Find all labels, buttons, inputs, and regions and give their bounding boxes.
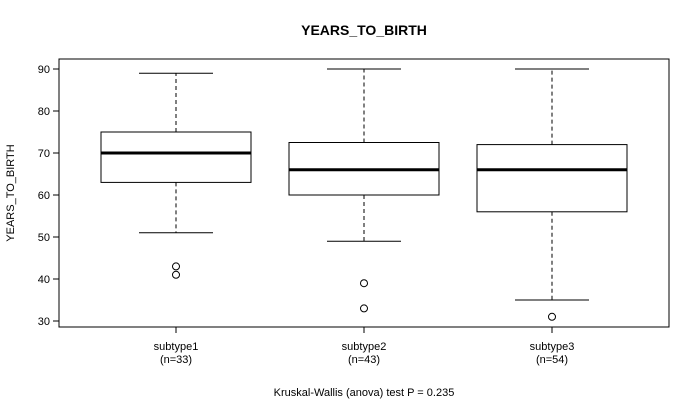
subtype2-outlier-0 — [360, 279, 368, 288]
y-tick-label-80: 80 — [38, 106, 50, 118]
category-label-subtype1: subtype1 — [154, 341, 199, 353]
y-tick-label-90: 90 — [38, 64, 50, 76]
test-result-footer: Kruskal-Wallis (anova) test P = 0.235 — [274, 387, 455, 399]
y-axis: 30 40 50 60 70 80 90 — [38, 64, 60, 328]
chart-title: YEARS_TO_BIRTH — [301, 22, 427, 38]
sample-size-label-subtype2: (n=43) — [348, 354, 380, 366]
y-axis-label: YEARS_TO_BIRTH — [5, 144, 17, 241]
subtype3-outlier-0 — [548, 312, 556, 321]
y-tick-label-50: 50 — [38, 232, 50, 244]
y-tick-label-30: 30 — [38, 316, 50, 328]
category-label-subtype2: subtype2 — [342, 341, 387, 353]
subtype2-outlier-1 — [360, 304, 368, 313]
y-tick-label-60: 60 — [38, 190, 50, 202]
category-label-subtype3: subtype3 — [530, 341, 575, 353]
x-axis-labels: subtype1(n=33) subtype2(n=43) subtype3(n=5… — [154, 326, 575, 366]
box-subtype1 — [100, 72, 252, 279]
box-subtype3 — [476, 68, 628, 321]
subtype1-outlier-1 — [172, 270, 180, 279]
subtype1-outlier-0 — [172, 262, 180, 271]
subtype1-iqr-box — [100, 131, 252, 183]
box-subtype2 — [288, 68, 440, 313]
sample-size-label-subtype1: (n=33) — [160, 354, 192, 366]
y-tick-label-70: 70 — [38, 148, 50, 160]
sample-size-label-subtype3: (n=54) — [536, 354, 568, 366]
subtype3-iqr-box — [476, 144, 628, 213]
y-tick-label-40: 40 — [38, 274, 50, 286]
box-series — [100, 68, 628, 321]
